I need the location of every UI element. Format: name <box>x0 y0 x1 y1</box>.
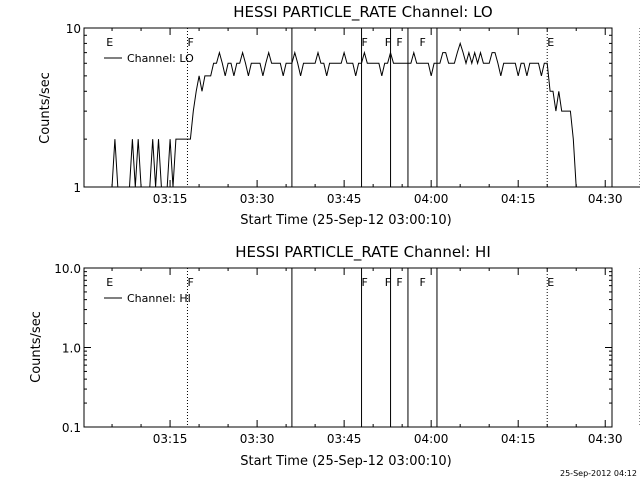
x-tick-label: 03:30 <box>240 432 275 446</box>
y-tick-label: 0.1 <box>62 421 81 435</box>
hi-chart-title: HESSI PARTICLE_RATE Channel: HI <box>235 243 491 262</box>
event-marker-e: E <box>106 36 113 49</box>
x-tick-label: 04:15 <box>501 432 536 446</box>
hi-legend: Channel: HI <box>104 292 191 305</box>
lo-chart-title: HESSI PARTICLE_RATE Channel: LO <box>233 3 492 22</box>
hi-y-axis-label: Counts/sec <box>29 311 44 383</box>
y-tick-label: 10.0 <box>54 262 81 276</box>
hi-y-ticks: 0.1 1.0 10.0 <box>54 262 612 435</box>
lo-x-ticks: 03:15 03:30 03:45 04:00 04:15 04:30 <box>111 28 623 206</box>
y-tick-label: 1.0 <box>62 342 81 356</box>
x-tick-label: 03:30 <box>240 192 275 206</box>
event-marker-e: E <box>547 276 554 289</box>
y-tick-label: 1 <box>73 181 81 195</box>
lo-series-line <box>106 41 640 188</box>
x-tick-label: 03:15 <box>153 192 188 206</box>
hi-x-ticks: 03:15 03:30 03:45 04:00 04:15 04:30 <box>111 268 623 446</box>
x-tick-label: 03:15 <box>153 432 188 446</box>
event-marker-f: F <box>420 36 426 49</box>
hi-x-axis-label: Start Time (25-Sep-12 03:00:10) <box>240 454 451 469</box>
hi-legend-label: Channel: HI <box>127 292 191 305</box>
lo-plot-frame <box>83 27 613 188</box>
event-marker-f: F <box>420 276 426 289</box>
event-marker-f: F <box>385 276 391 289</box>
event-marker-f: F <box>362 276 368 289</box>
x-tick-label: 04:00 <box>414 192 449 206</box>
lo-x-axis-label: Start Time (25-Sep-12 03:00:10) <box>240 213 451 228</box>
lo-legend-label: Channel: LO <box>127 52 194 65</box>
lo-channel-panel: HESSI PARTICLE_RATE Channel: LO Start Ti… <box>38 3 640 228</box>
hi-plot-frame <box>83 267 613 428</box>
event-marker-f: F <box>396 276 402 289</box>
x-tick-label: 03:45 <box>327 192 362 206</box>
event-marker-f: F <box>385 36 391 49</box>
lo-y-ticks: 1 10 <box>66 22 612 195</box>
event-marker-f: F <box>187 276 193 289</box>
lo-legend: Channel: LO <box>104 52 194 65</box>
event-marker-e: E <box>547 36 554 49</box>
hi-channel-panel: HESSI PARTICLE_RATE Channel: HI Start Ti… <box>29 243 640 469</box>
lo-y-axis-label: Counts/sec <box>38 72 53 144</box>
event-marker-e: E <box>106 276 113 289</box>
event-marker-f: F <box>396 36 402 49</box>
x-tick-label: 04:15 <box>501 192 536 206</box>
y-tick-label: 10 <box>66 22 81 36</box>
event-marker-f: F <box>187 36 193 49</box>
event-marker-f: F <box>362 36 368 49</box>
hi-event-lines <box>186 268 640 427</box>
plot-timestamp: 25-Sep-2012 04:12 <box>560 469 637 478</box>
x-tick-label: 04:30 <box>588 432 623 446</box>
x-tick-label: 04:30 <box>588 192 623 206</box>
x-tick-label: 04:00 <box>414 432 449 446</box>
x-tick-label: 03:45 <box>327 432 362 446</box>
